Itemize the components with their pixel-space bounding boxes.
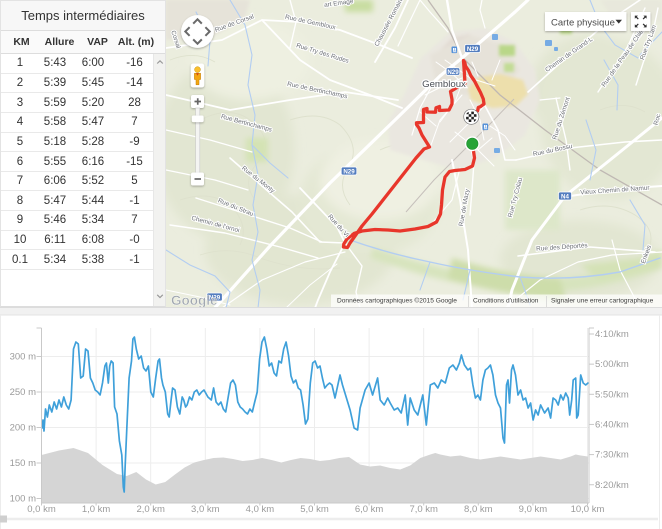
svg-text:Gembloux: Gembloux: [422, 79, 466, 90]
svg-text:Carte physique: Carte physique: [551, 17, 615, 28]
svg-text:N29: N29: [447, 69, 459, 76]
svg-text:150 m: 150 m: [10, 458, 36, 469]
svg-text:300 m: 300 m: [10, 352, 36, 363]
svg-text:9,0 km: 9,0 km: [519, 504, 548, 515]
svg-text:8:20/km: 8:20/km: [595, 480, 629, 491]
svg-text:200 m: 200 m: [10, 423, 36, 434]
svg-text:N4: N4: [561, 193, 569, 200]
svg-text:2,0 km: 2,0 km: [136, 504, 165, 515]
svg-text:4:10/km: 4:10/km: [595, 329, 629, 340]
svg-text:3,0 km: 3,0 km: [191, 504, 220, 515]
svg-text:Conditions d'utilisation: Conditions d'utilisation: [473, 298, 539, 305]
svg-text:6,0 km: 6,0 km: [355, 504, 384, 515]
svg-text:Signaler une erreur cartograph: Signaler une erreur cartographique: [551, 298, 654, 305]
svg-text:Roc: Roc: [653, 112, 662, 126]
svg-text:Données cartographiques ©2015: Données cartographiques ©2015 Google: [337, 297, 457, 305]
svg-text:5:00/km: 5:00/km: [595, 359, 629, 370]
svg-text:5:50/km: 5:50/km: [595, 389, 629, 400]
svg-text:8,0 km: 8,0 km: [464, 504, 493, 515]
svg-text:250 m: 250 m: [10, 387, 36, 398]
svg-text:7,0 km: 7,0 km: [409, 504, 438, 515]
svg-text:4,0 km: 4,0 km: [246, 504, 275, 515]
svg-text:N29: N29: [343, 168, 355, 175]
svg-text:6:40/km: 6:40/km: [595, 419, 629, 430]
svg-text:Google: Google: [171, 293, 218, 308]
svg-text:10,0 km: 10,0 km: [571, 504, 605, 515]
svg-text:0,0 km: 0,0 km: [27, 504, 56, 515]
svg-text:art Emage: art Emage: [324, 0, 355, 9]
svg-text:1,0 km: 1,0 km: [82, 504, 111, 515]
svg-text:N29: N29: [209, 294, 221, 301]
svg-text:5,0 km: 5,0 km: [300, 504, 329, 515]
svg-text:N29: N29: [467, 46, 479, 53]
svg-text:100 m: 100 m: [10, 494, 36, 505]
svg-text:7:30/km: 7:30/km: [595, 450, 629, 461]
